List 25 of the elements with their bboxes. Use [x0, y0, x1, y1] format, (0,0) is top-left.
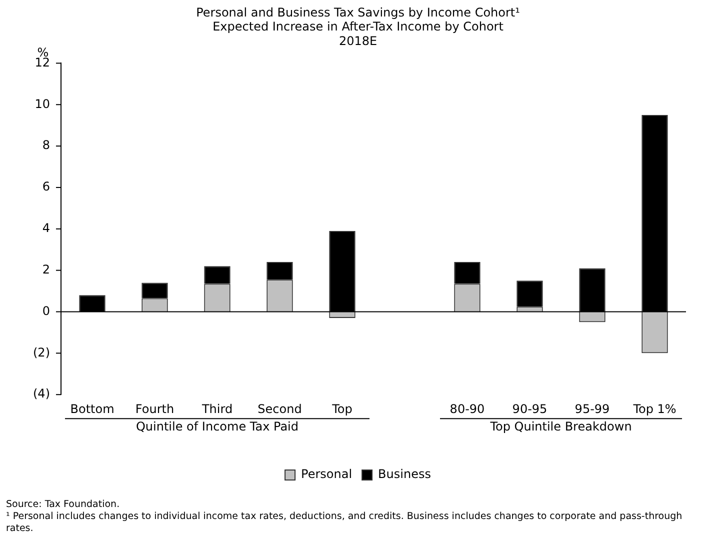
text: ¹ Personal includes changes to individual income tax rates, deductions, and credits. Business includes changes to corporate and pass-through rates.	[6, 511, 682, 534]
text: Top Quintile Breakdown	[489, 420, 632, 434]
x-tick-label: 95-99	[574, 402, 610, 416]
legend-label: Personal	[301, 467, 352, 482]
y-tick-label: (2)	[33, 345, 50, 360]
x-tick-label: 80-90	[450, 402, 485, 416]
source-note: Source: Tax Foundation.	[6, 499, 120, 510]
legend-label: Business	[378, 467, 431, 482]
x-tick-label: Fourth	[135, 402, 174, 416]
y-tick-label: 4	[42, 221, 50, 236]
y-tick-label: 2	[42, 262, 50, 276]
x-tick-label: Third	[200, 402, 233, 416]
y-tick-label: 0	[42, 304, 50, 318]
y-tick-label: 6	[42, 180, 50, 194]
y-tick-label: (4)	[33, 386, 50, 401]
x-tick-label: Top 1%	[632, 402, 676, 416]
x-tick-label: Top	[331, 402, 352, 416]
x-tick-label: Bottom	[70, 402, 114, 416]
chart-title: Personal and Business Tax Savings by Income Cohort¹	[196, 5, 520, 20]
text: Quintile of Income Tax Paid	[136, 420, 299, 434]
chart-subtitle: Expected Increase in After-Tax Income by Cohort 2018E	[212, 20, 504, 48]
y-tick-label: 10	[34, 96, 50, 111]
y-tick-label: 8	[42, 138, 50, 152]
x-tick-label: 90-95	[512, 402, 548, 416]
x-tick-label: Second	[258, 402, 302, 416]
